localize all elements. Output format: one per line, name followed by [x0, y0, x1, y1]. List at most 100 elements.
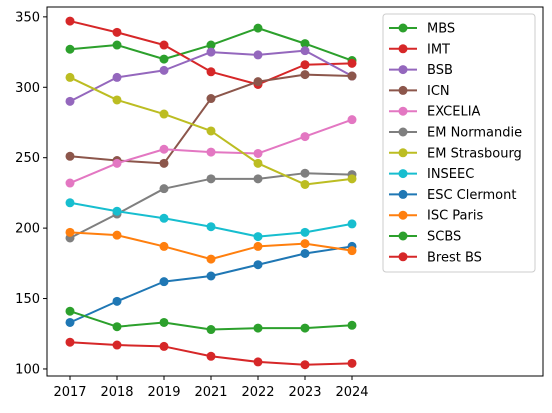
legend-marker [398, 65, 408, 75]
legend-label: Brest BS [427, 250, 482, 265]
legend-label: ESC Clermont [427, 188, 516, 203]
series-excelia [65, 115, 357, 188]
data-point [300, 132, 310, 142]
legend-label: MBS [427, 22, 455, 37]
data-point [159, 184, 169, 194]
legend-item-em-normandie: EM Normandie [389, 126, 522, 141]
legend-item-inseec: INSEEC [389, 167, 474, 182]
y-tick-label: 250 [15, 151, 40, 166]
data-point [300, 227, 310, 237]
legend-label: INSEEC [427, 167, 474, 182]
data-point [159, 317, 169, 327]
legend-items: MBS IMT BSB ICN EXCELIA EM Normandie EM Strasb… [389, 22, 522, 265]
data-point [206, 254, 216, 264]
series-mbs [65, 23, 357, 66]
data-point [159, 65, 169, 75]
data-point [206, 147, 216, 157]
data-point [300, 360, 310, 370]
data-point [65, 198, 75, 208]
data-point [112, 340, 122, 350]
legend-item-bsb: BSB [389, 63, 453, 78]
legend-marker [398, 231, 408, 241]
x-tick-label: 2024 [335, 385, 368, 400]
data-point [347, 246, 357, 256]
data-point [347, 58, 357, 68]
data-point [300, 168, 310, 178]
legend-item-brest-bs: Brest BS [389, 250, 482, 265]
data-point [65, 44, 75, 54]
data-point [300, 323, 310, 333]
data-point [300, 70, 310, 80]
data-point [300, 46, 310, 56]
legend-marker [398, 252, 408, 262]
series-layer [65, 16, 357, 370]
legend-item-em-strasbourg: EM Strasbourg [389, 146, 522, 161]
data-point [159, 109, 169, 119]
data-point [112, 95, 122, 105]
data-point [253, 174, 263, 184]
legend-item-isc-paris: ISC Paris [389, 209, 483, 224]
legend-label: ISC Paris [427, 209, 483, 224]
x-tick-label: 2021 [194, 385, 227, 400]
data-point [112, 27, 122, 37]
data-point [300, 39, 310, 49]
y-tick-label: 200 [15, 222, 40, 237]
data-point [65, 151, 75, 161]
data-point [112, 230, 122, 240]
data-point [159, 144, 169, 154]
legend-marker [398, 189, 408, 199]
legend-item-excelia: EXCELIA [389, 105, 481, 120]
legend-marker [398, 148, 408, 158]
data-point [65, 227, 75, 237]
data-point [347, 219, 357, 229]
data-point [253, 260, 263, 270]
y-tick-label: 350 [15, 10, 40, 25]
data-point [206, 47, 216, 57]
legend-box [382, 13, 536, 273]
series-em-strasbourg [65, 72, 357, 189]
data-point [112, 322, 122, 332]
legend-label: EM Normandie [427, 126, 522, 141]
y-tick-label: 100 [15, 362, 40, 377]
legend-label: IMT [427, 42, 450, 57]
series-imt [65, 16, 357, 89]
data-point [159, 277, 169, 287]
legend-item-scbs: SCBS [389, 230, 461, 245]
series-scbs [65, 306, 357, 335]
data-point [347, 71, 357, 81]
data-point [300, 179, 310, 189]
data-point [253, 148, 263, 158]
data-point [347, 358, 357, 368]
data-point [300, 239, 310, 249]
data-point [300, 248, 310, 258]
data-point [65, 337, 75, 347]
legend-item-esc-clermont: ESC Clermont [389, 188, 516, 203]
x-tick-label: 2019 [147, 385, 180, 400]
x-tick-label: 2018 [100, 385, 133, 400]
data-point [65, 72, 75, 82]
data-point [206, 94, 216, 104]
data-point [159, 158, 169, 168]
y-tick-label: 150 [15, 292, 40, 307]
data-point [206, 67, 216, 77]
data-point [206, 126, 216, 136]
data-point [253, 241, 263, 251]
data-point [253, 357, 263, 367]
plot-frame [46, 6, 544, 377]
axis-layer: 2017 2018 2019 2021 2022 2023 2024 100 150 200 250… [15, 10, 368, 400]
data-point [112, 158, 122, 168]
data-point [253, 323, 263, 333]
legend-label: EXCELIA [427, 105, 481, 120]
data-point [206, 271, 216, 281]
series-inseec [65, 198, 357, 242]
legend-item-imt: IMT [389, 42, 450, 57]
series-esc-clermont [65, 241, 357, 327]
legend-marker [398, 44, 408, 54]
data-point [206, 222, 216, 232]
data-point [253, 23, 263, 33]
data-point [65, 317, 75, 327]
legend-label: ICN [427, 84, 450, 99]
data-point [159, 213, 169, 223]
legend-marker [398, 127, 408, 137]
